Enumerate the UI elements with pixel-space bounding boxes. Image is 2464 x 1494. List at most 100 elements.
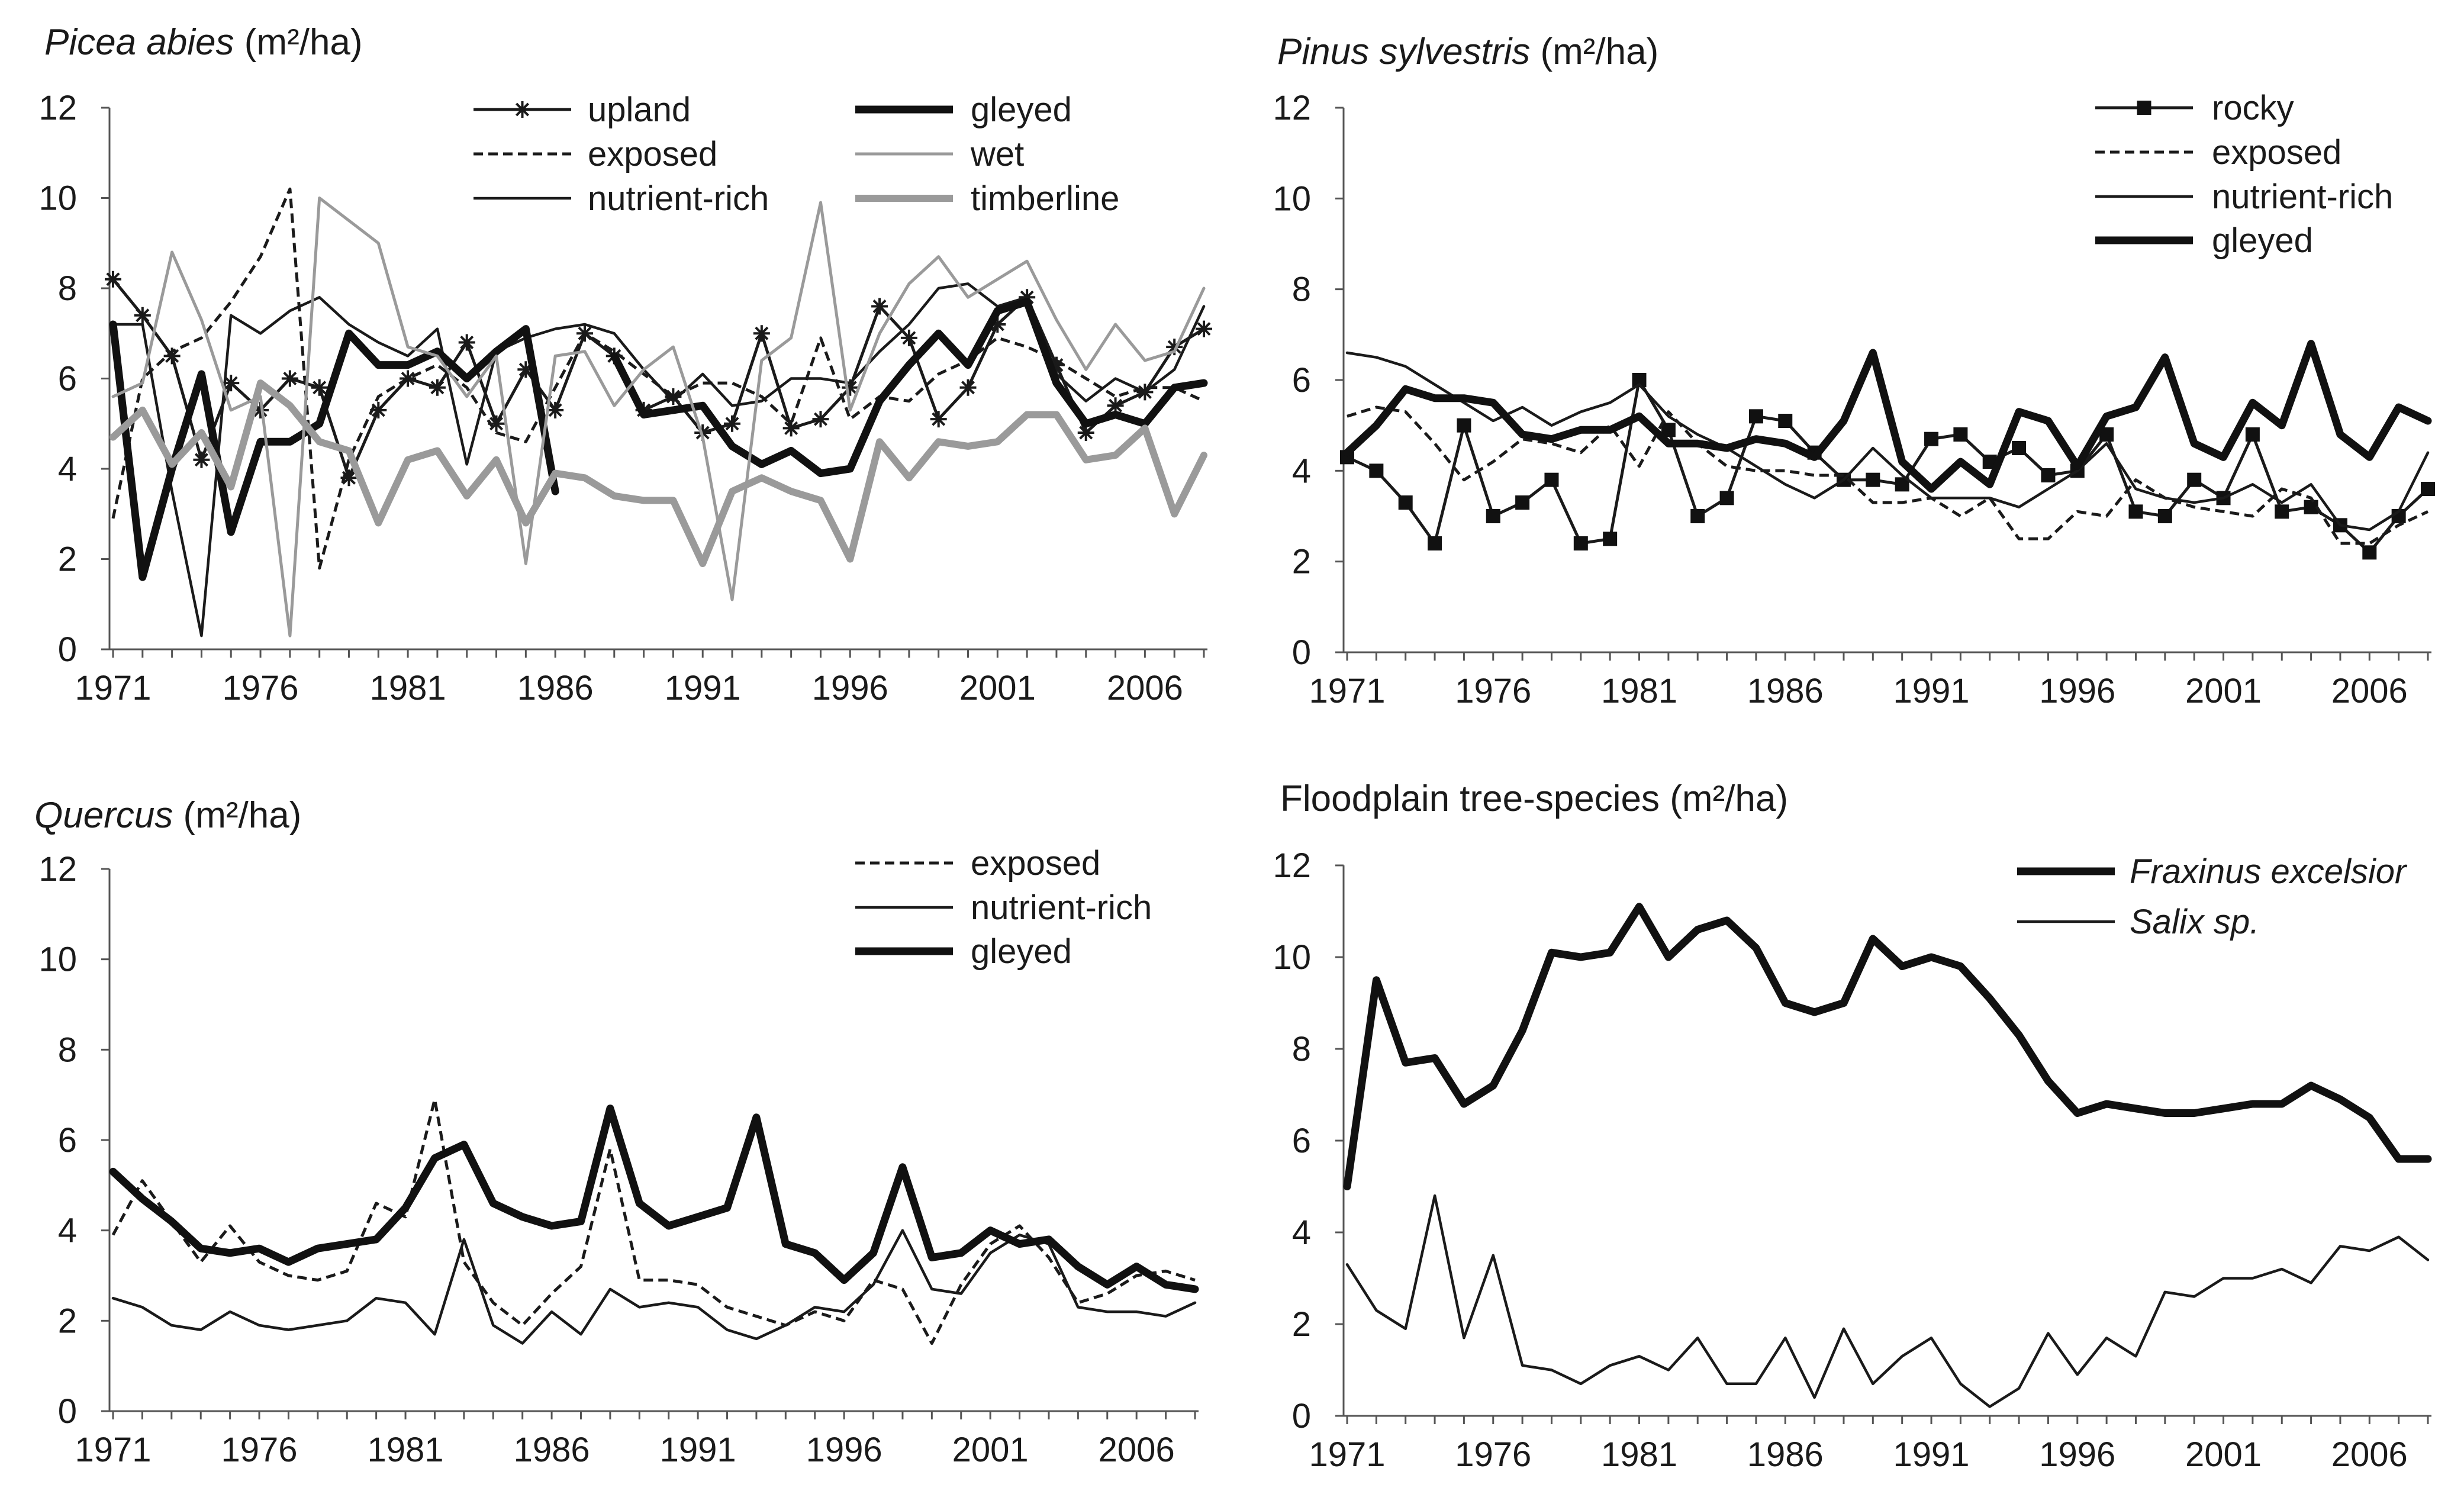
legend-entry: Fraxinus excelsior xyxy=(2017,852,2408,891)
data-point xyxy=(2157,509,2172,523)
data-point xyxy=(2421,482,2435,496)
chart-title-species: Pinus sylvestris xyxy=(1277,31,1530,72)
series-line xyxy=(1347,405,2429,545)
chart-panel-4: Floodplain tree-species (m²/ha) 0 2 4 6 8 10 12… xyxy=(1273,778,2432,1474)
legend-entry: exposed xyxy=(2095,133,2341,172)
x-tick-label: 1981 xyxy=(1601,1435,1677,1474)
x-tick-label: 1976 xyxy=(221,1431,298,1469)
x-tick-label: 1971 xyxy=(1309,1435,1385,1474)
data-point xyxy=(1369,463,1384,478)
x-tick-label: 2001 xyxy=(952,1431,1029,1469)
y-tick-label: 10 xyxy=(38,941,77,979)
data-point xyxy=(1924,432,1939,446)
y-tick-label: 6 xyxy=(58,360,77,398)
y-tick-label: 2 xyxy=(1292,543,1311,581)
y-tick-label: 10 xyxy=(38,179,77,218)
data-point xyxy=(755,326,769,340)
legend-label: timberline xyxy=(971,179,1119,218)
data-point xyxy=(224,376,238,390)
y-tick-label: 4 xyxy=(58,1212,77,1250)
legend-entry: upland xyxy=(474,91,691,129)
data-point xyxy=(1457,418,1471,433)
legend-label: Salix sp. xyxy=(2130,903,2259,941)
y-tick-label: 8 xyxy=(58,1031,77,1069)
series-nutrient-rich xyxy=(111,1229,1197,1345)
x-tick-label: 2006 xyxy=(2331,672,2408,710)
legend-entry: nutrient-rich xyxy=(474,179,769,218)
y-tick-label: 12 xyxy=(38,850,77,888)
x-tick-label: 1981 xyxy=(368,1431,444,1469)
data-point xyxy=(1748,409,1763,424)
data-point xyxy=(1866,472,1880,487)
legend-label: gleyed xyxy=(2212,221,2313,260)
data-point xyxy=(1603,532,1618,546)
series-line xyxy=(1343,340,2432,493)
data-point xyxy=(961,381,975,395)
series-gleyed xyxy=(109,298,1208,581)
data-point xyxy=(1428,536,1442,550)
chart-title-unit: Floodplain tree-species (m²/ha) xyxy=(1280,778,1788,819)
y-tick-label: 8 xyxy=(58,269,77,308)
x-tick-label: 1976 xyxy=(1455,1435,1531,1474)
data-point xyxy=(430,381,445,395)
x-tick-label: 2001 xyxy=(2185,1435,2262,1474)
data-point xyxy=(106,272,120,286)
chart-title: Quercus (m²/ha) xyxy=(34,795,301,836)
x-tick-label: 1981 xyxy=(1601,672,1677,710)
legend-entry: rocky xyxy=(2095,89,2294,127)
y-tick-label: 2 xyxy=(58,540,77,579)
x-tick-label: 1981 xyxy=(370,669,446,707)
data-point xyxy=(1778,414,1793,428)
data-point xyxy=(1719,491,1734,505)
series-line xyxy=(111,187,1205,570)
legend-marker xyxy=(2137,101,2151,115)
data-point xyxy=(2187,472,2202,487)
data-point xyxy=(1573,536,1588,550)
legend-entry: wet xyxy=(855,135,1024,173)
y-tick-label: 0 xyxy=(58,630,77,669)
data-point xyxy=(165,349,179,363)
data-point xyxy=(283,372,297,385)
data-point xyxy=(872,300,887,313)
data-point xyxy=(1515,495,1530,510)
series-exposed xyxy=(111,187,1205,570)
y-tick-label: 10 xyxy=(1273,938,1311,977)
legend-label: rocky xyxy=(2212,89,2294,127)
data-point xyxy=(136,308,150,323)
series-upland xyxy=(105,271,1212,487)
series-line xyxy=(111,282,1206,637)
series-line xyxy=(111,197,1206,637)
data-point xyxy=(548,403,562,417)
x-tick-label: 1996 xyxy=(812,669,888,707)
x-tick-label: 1971 xyxy=(75,1431,151,1469)
data-point xyxy=(725,417,739,431)
legend-label: exposed xyxy=(971,844,1100,883)
x-tick-label: 1986 xyxy=(517,669,594,707)
x-tick-label: 1971 xyxy=(1309,672,1385,710)
data-point xyxy=(1197,322,1211,336)
series-nutrient-rich xyxy=(1345,351,2430,532)
x-tick-label: 1991 xyxy=(660,1431,736,1469)
series-gleyed xyxy=(1343,340,2432,493)
x-tick-label: 2001 xyxy=(2185,672,2262,710)
x-tick-label: 1976 xyxy=(223,669,299,707)
y-tick-label: 6 xyxy=(1292,1122,1311,1160)
legend-marker xyxy=(516,102,529,117)
x-tick-label: 2006 xyxy=(1107,669,1183,707)
x-tick-label: 1991 xyxy=(665,669,741,707)
x-tick-label: 1986 xyxy=(514,1431,590,1469)
x-tick-label: 1996 xyxy=(2039,1435,2115,1474)
data-point xyxy=(253,403,268,417)
data-point xyxy=(932,412,946,426)
series-salix-sp- xyxy=(1345,1194,2430,1408)
x-tick-label: 1976 xyxy=(1455,672,1531,710)
data-point xyxy=(1398,495,1413,510)
legend-label: upland xyxy=(588,91,691,129)
legend-entry: gleyed xyxy=(855,932,1072,971)
data-point xyxy=(1953,427,1968,442)
y-tick-label: 4 xyxy=(58,450,77,488)
data-point xyxy=(2362,545,2377,560)
x-tick-label: 2006 xyxy=(1099,1431,1175,1469)
y-tick-label: 4 xyxy=(1292,1213,1311,1252)
